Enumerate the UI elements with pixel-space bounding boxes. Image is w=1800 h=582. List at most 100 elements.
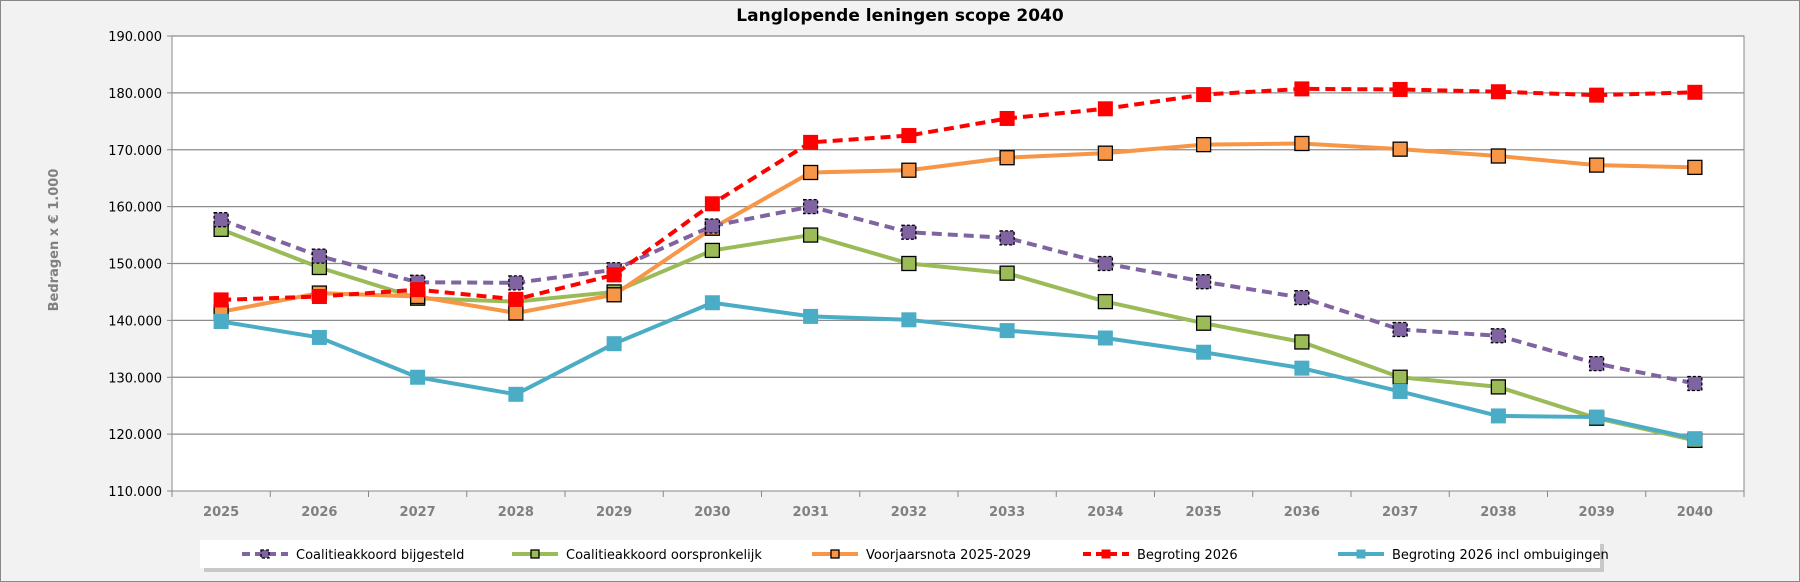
data-point — [213, 314, 229, 330]
y-tick-label: 170.000 — [108, 144, 162, 159]
data-point — [1490, 379, 1507, 395]
x-tick-label: 2026 — [301, 505, 337, 520]
data-point — [1392, 141, 1408, 157]
series-line — [221, 86, 1695, 302]
legend-item: Begroting 2026 incl ombuigingen — [1338, 548, 1609, 563]
x-tick-label: 2031 — [793, 505, 829, 520]
data-point — [508, 386, 524, 402]
data-point — [704, 218, 721, 234]
y-tick-label: 150.000 — [108, 258, 162, 273]
series-line — [220, 300, 1696, 441]
x-tick-label: 2040 — [1677, 505, 1713, 520]
data-point — [213, 292, 229, 308]
data-point — [803, 134, 819, 150]
x-tick-label: 2034 — [1087, 505, 1123, 520]
data-point — [1490, 84, 1506, 100]
data-point — [1294, 360, 1310, 376]
data-point — [999, 150, 1015, 166]
data-point — [704, 196, 720, 212]
x-tick-label: 2033 — [989, 505, 1025, 520]
data-point — [704, 295, 720, 311]
data-point — [311, 248, 328, 264]
legend-label: Voorjaarsnota 2025-2029 — [866, 548, 1031, 563]
data-point — [260, 549, 270, 559]
data-point — [410, 282, 426, 298]
data-point — [1392, 81, 1408, 97]
series-begroting-2026 — [213, 81, 1703, 308]
data-point — [1097, 255, 1114, 272]
data-point — [901, 128, 917, 144]
data-point — [1588, 157, 1605, 173]
x-tick-label: 2038 — [1480, 505, 1516, 520]
data-point — [1589, 87, 1605, 103]
data-point — [1195, 136, 1212, 153]
series-begroting-2026-incl-ombuigingen — [213, 295, 1703, 447]
data-point — [901, 312, 917, 328]
data-point — [1097, 330, 1113, 346]
data-point — [1589, 409, 1605, 425]
data-point — [901, 224, 917, 240]
x-tick-label: 2030 — [694, 505, 730, 520]
data-point — [1097, 145, 1114, 161]
chart-title: Langlopende leningen scope 2040 — [736, 6, 1064, 26]
data-point — [606, 267, 622, 283]
data-point — [1490, 148, 1507, 164]
data-point — [1356, 549, 1366, 559]
data-point — [999, 323, 1015, 339]
data-point — [1687, 159, 1703, 176]
data-point — [1490, 328, 1507, 344]
data-point — [802, 227, 819, 243]
data-point — [1294, 135, 1310, 152]
data-point — [1294, 334, 1310, 350]
y-tick-label: 130.000 — [108, 371, 162, 386]
data-point — [802, 198, 819, 215]
data-point — [1196, 344, 1212, 360]
data-point — [1687, 84, 1703, 100]
y-tick-label: 120.000 — [108, 428, 162, 443]
legend-label: Coalitieakkoord oorspronkelijk — [566, 548, 762, 563]
legend-item: Coalitieakkoord bijgesteld — [242, 548, 464, 563]
x-tick-label: 2037 — [1382, 505, 1418, 520]
data-point — [1392, 321, 1408, 338]
data-point — [901, 162, 917, 178]
data-point — [999, 230, 1015, 246]
data-point — [999, 110, 1015, 126]
data-point — [530, 549, 540, 559]
legend-label: Begroting 2026 — [1137, 548, 1238, 563]
x-tick-label: 2025 — [203, 505, 239, 520]
data-point — [311, 288, 327, 304]
data-point — [999, 265, 1015, 281]
data-point — [1196, 87, 1212, 103]
data-point — [1588, 355, 1605, 372]
data-point — [213, 212, 229, 228]
data-point — [508, 305, 524, 321]
y-tick-label: 190.000 — [108, 30, 162, 45]
data-point — [1097, 293, 1114, 310]
x-tick-label: 2039 — [1579, 505, 1615, 520]
data-point — [1294, 81, 1310, 97]
data-point — [606, 287, 622, 303]
x-tick-label: 2028 — [498, 505, 534, 520]
data-point — [1195, 315, 1212, 331]
data-point — [803, 308, 819, 324]
series-line — [220, 204, 1696, 386]
data-point — [1294, 289, 1310, 306]
data-point — [901, 255, 917, 272]
data-point — [704, 242, 721, 259]
x-tick-label: 2035 — [1186, 505, 1222, 520]
series-line — [220, 227, 1696, 443]
legend-label: Coalitieakkoord bijgesteld — [296, 548, 464, 563]
y-tick-label: 140.000 — [108, 314, 162, 329]
data-point — [606, 336, 622, 352]
x-tick-label: 2032 — [891, 505, 927, 520]
data-point — [508, 275, 524, 291]
series-voorjaarsnota-2025-2029 — [213, 135, 1703, 321]
data-point — [1392, 369, 1408, 385]
legend-label: Begroting 2026 incl ombuigingen — [1392, 548, 1609, 563]
data-point — [508, 291, 524, 307]
data-point — [830, 549, 840, 559]
data-point — [1687, 431, 1703, 447]
y-axis-label: Bedragen x € 1.000 — [47, 169, 62, 312]
data-point — [1687, 375, 1703, 392]
legend-item: Coalitieakkoord oorspronkelijk — [512, 548, 762, 563]
